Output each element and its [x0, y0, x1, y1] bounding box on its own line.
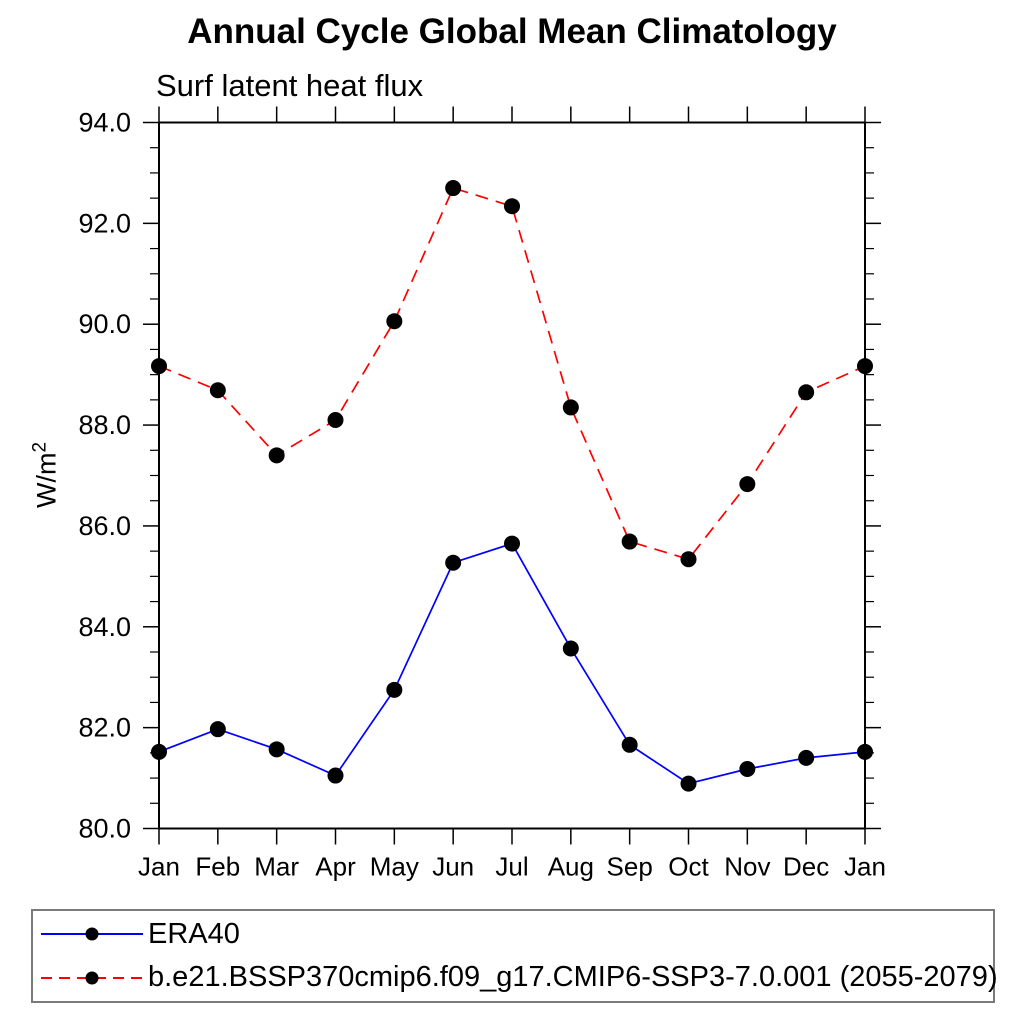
- y-tick-label: 92.0: [78, 208, 131, 238]
- data-point-marker-0: [739, 760, 756, 777]
- data-point-marker-0: [680, 775, 697, 792]
- data-point-marker-1: [386, 313, 403, 330]
- y-tick-label: 88.0: [78, 410, 131, 440]
- series-line-0: [158, 542, 866, 785]
- data-point-marker-0: [151, 743, 167, 760]
- y-tick-label: 80.0: [78, 814, 131, 844]
- legend-line-sample-solid: [41, 927, 143, 941]
- data-point-marker-1: [739, 476, 756, 493]
- data-point-marker-0: [504, 535, 520, 552]
- y-tick-label: 94.0: [78, 108, 131, 138]
- legend-label-model: b.e21.BSSP370cmip6.f09_g17.CMIP6-SSP3-7.…: [148, 961, 998, 994]
- data-point-marker-1: [327, 412, 344, 429]
- x-tick-label: Dec: [783, 852, 829, 882]
- chart-title: Annual Cycle Global Mean Climatology: [187, 12, 837, 51]
- legend-label-era40: ERA40: [148, 917, 240, 950]
- data-point-marker-1: [209, 382, 226, 399]
- x-tick-label: Aug: [548, 852, 594, 882]
- data-point-marker-1: [151, 358, 167, 375]
- data-point-marker-0: [621, 736, 638, 753]
- chart-subtitle: Surf latent heat flux: [156, 68, 424, 103]
- x-tick-label: May: [370, 852, 419, 882]
- y-tick-label: 82.0: [78, 713, 131, 743]
- data-point-marker-0: [268, 741, 285, 758]
- legend-line-sample-dashed: [41, 971, 143, 985]
- x-tick-label: Mar: [254, 852, 299, 882]
- legend: ERA40 b.e21.BSSP370cmip6.f09_g17.CMIP6-S…: [31, 909, 998, 1003]
- plot-frame: [158, 121, 866, 830]
- y-tick-label: 86.0: [78, 511, 131, 541]
- series-line-1: [158, 187, 866, 561]
- data-point-marker-0: [445, 554, 462, 571]
- data-point-marker-1: [621, 533, 638, 550]
- data-point-marker-1: [504, 198, 520, 215]
- x-tick-label: Jan: [844, 852, 886, 882]
- data-point-marker-1: [445, 180, 462, 197]
- data-point-marker-0: [798, 749, 815, 766]
- x-tick-label: Sep: [607, 852, 653, 882]
- data-point-marker-1: [562, 399, 579, 416]
- data-point-marker-0: [386, 681, 403, 698]
- x-tick-label: Feb: [195, 852, 240, 882]
- data-point-marker-0: [562, 640, 579, 657]
- y-tick-label: 90.0: [78, 309, 131, 339]
- legend-sample-marker-icon: [85, 927, 99, 941]
- x-tick-label: Jan: [138, 852, 180, 882]
- data-point-marker-1: [680, 551, 697, 568]
- legend-item-era40: ERA40: [39, 914, 993, 954]
- data-point-marker-1: [268, 447, 285, 464]
- data-point-marker-0: [209, 721, 226, 738]
- legend-sample-marker-icon: [85, 971, 99, 985]
- y-tick-label: 84.0: [78, 612, 131, 642]
- x-tick-label: Jun: [432, 852, 474, 882]
- data-point-marker-0: [327, 767, 344, 784]
- x-tick-label: Apr: [315, 852, 356, 882]
- data-point-marker-1: [798, 384, 815, 401]
- x-tick-label: Jul: [495, 852, 528, 882]
- data-point-marker-0: [857, 743, 873, 760]
- data-point-marker-1: [857, 358, 873, 375]
- legend-item-model: b.e21.BSSP370cmip6.f09_g17.CMIP6-SSP3-7.…: [39, 958, 998, 998]
- x-tick-label: Nov: [724, 852, 770, 882]
- x-tick-label: Oct: [668, 852, 709, 882]
